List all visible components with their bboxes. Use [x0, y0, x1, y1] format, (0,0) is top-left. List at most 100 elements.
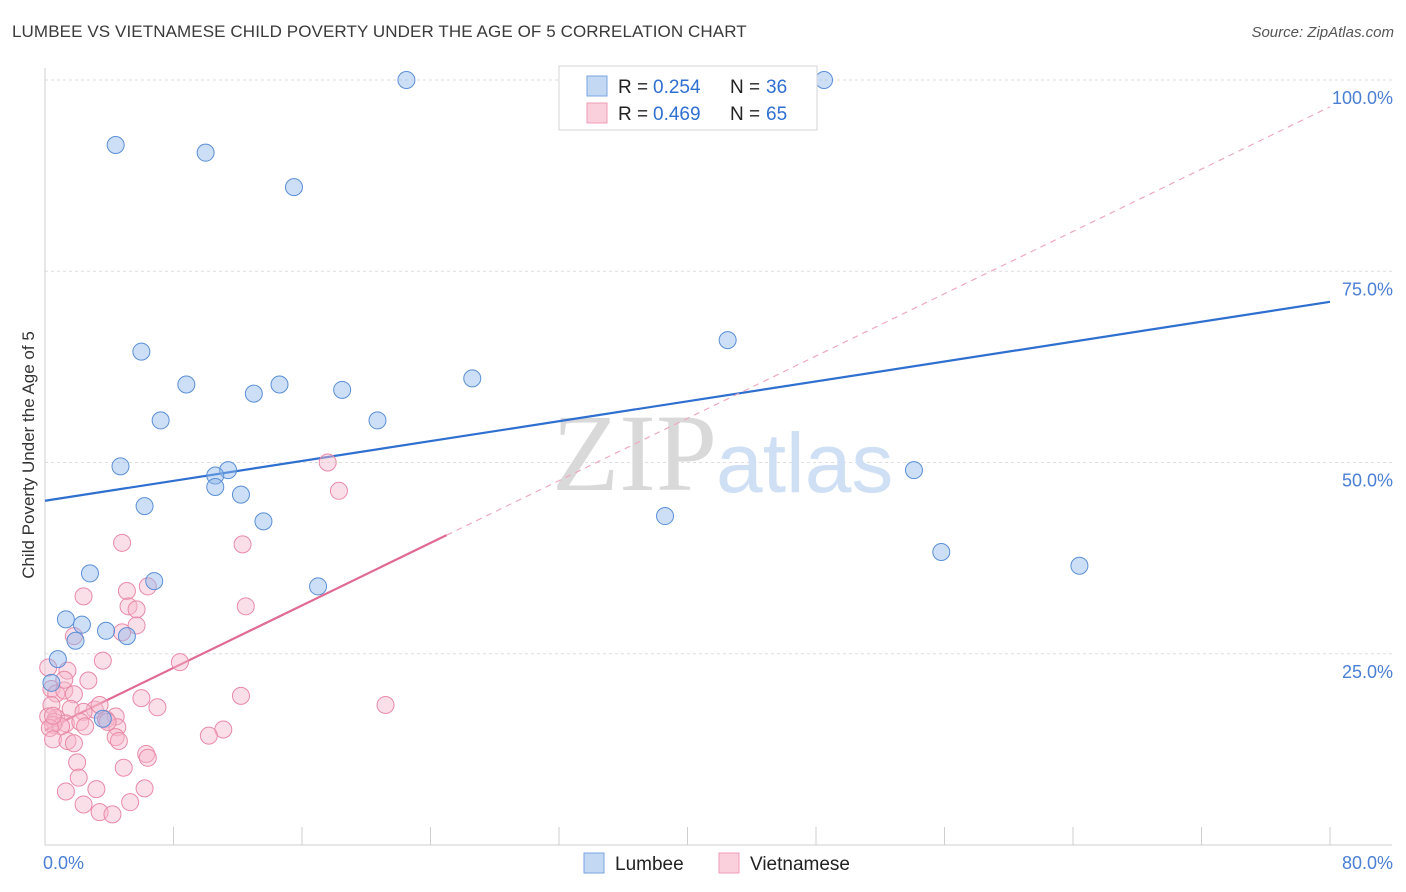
point-vietnamese-42: [76, 717, 95, 736]
point-lumbee-22: [904, 461, 923, 480]
point-vietnamese-7: [236, 597, 255, 616]
point-lumbee-12: [151, 411, 170, 430]
y-tick-label-0: 25.0%: [1342, 662, 1393, 682]
trend-lines: [44, 106, 1331, 732]
y-tick-labels: 25.0% 50.0% 75.0% 100.0%: [1332, 88, 1393, 682]
point-vietnamese-63: [44, 706, 63, 725]
point-vietnamese-19: [64, 685, 83, 704]
point-vietnamese-25: [148, 698, 167, 717]
point-lumbee-24: [1070, 556, 1089, 575]
point-vietnamese-24: [376, 696, 395, 715]
point-vietnamese-0: [318, 453, 337, 472]
point-lumbee-13: [368, 411, 387, 430]
legend-r-value-vietnamese: 0.469: [653, 104, 701, 125]
point-lumbee-19: [135, 497, 154, 516]
point-lumbee-6: [718, 331, 737, 350]
point-vietnamese-52: [114, 758, 133, 777]
point-vietnamese-48: [64, 734, 83, 753]
legend-swatch-lumbee: [586, 75, 608, 97]
legend-swatch-vietnamese: [586, 102, 608, 124]
point-vietnamese-3: [233, 535, 252, 554]
point-vietnamese-55: [87, 780, 106, 799]
watermark-atlas: atlas: [716, 416, 893, 510]
point-lumbee-17: [206, 477, 225, 496]
y-axis-label: Child Poverty Under the Age of 5: [19, 331, 38, 579]
point-lumbee-9: [244, 384, 263, 403]
point-lumbee-5: [132, 342, 151, 361]
series-legend: Lumbee Vietnamese: [583, 852, 850, 875]
point-vietnamese-54: [69, 768, 88, 787]
legend-r-value-lumbee: 0.254: [653, 77, 701, 98]
bottom-legend-swatch-lumbee: [583, 852, 605, 874]
point-vietnamese-20: [79, 671, 98, 690]
point-vietnamese-30: [74, 702, 93, 721]
point-vietnamese-49: [109, 731, 128, 750]
bottom-legend-label-lumbee: Lumbee: [615, 854, 684, 875]
point-lumbee-20: [254, 512, 273, 531]
legend-r-label-lumbee: R =: [618, 77, 648, 98]
point-lumbee-2: [106, 136, 125, 155]
point-lumbee-18: [231, 485, 250, 504]
watermark-zip: ZIP: [552, 392, 717, 514]
point-vietnamese-9: [127, 600, 146, 619]
point-lumbee-3: [196, 143, 215, 162]
point-lumbee-7: [177, 375, 196, 394]
point-lumbee-35: [93, 709, 112, 728]
point-lumbee-15: [111, 457, 130, 476]
point-vietnamese-2: [113, 533, 132, 552]
point-lumbee-26: [80, 564, 99, 583]
point-vietnamese-59: [121, 793, 140, 812]
point-vietnamese-5: [117, 582, 136, 601]
point-vietnamese-61: [103, 805, 122, 824]
point-lumbee-8: [270, 375, 289, 394]
point-lumbee-11: [463, 369, 482, 388]
point-lumbee-32: [66, 631, 85, 650]
point-lumbee-27: [145, 572, 164, 591]
legend-n-value-vietnamese: 65: [766, 104, 787, 125]
point-lumbee-1: [815, 71, 834, 89]
source-label: Source: ZipAtlas.com: [1251, 24, 1394, 41]
grid-lines: [45, 79, 1392, 655]
point-vietnamese-4: [74, 587, 93, 606]
point-lumbee-29: [72, 615, 91, 634]
trend-line-vietnamese-extension: [446, 106, 1331, 536]
point-vietnamese-13: [170, 653, 189, 672]
legend-n-label-vietnamese: N =: [730, 104, 760, 125]
trend-line-vietnamese: [44, 534, 448, 732]
point-vietnamese-1: [329, 481, 348, 500]
point-lumbee-31: [117, 627, 136, 646]
legend-n-value-lumbee: 36: [766, 77, 787, 98]
point-lumbee-25: [309, 577, 328, 596]
point-vietnamese-51: [138, 748, 157, 767]
bottom-legend-swatch-vietnamese: [718, 852, 740, 874]
point-lumbee-30: [97, 621, 116, 640]
point-vietnamese-34: [45, 712, 64, 731]
point-vietnamese-14: [93, 651, 112, 670]
point-lumbee-4: [284, 178, 303, 197]
point-lumbee-10: [333, 380, 352, 399]
point-vietnamese-53: [68, 753, 87, 772]
point-vietnamese-64: [98, 712, 117, 731]
y-tick-label-3: 100.0%: [1332, 88, 1393, 108]
legend-n-label-lumbee: N =: [730, 77, 760, 98]
correlation-legend: R = 0.254 N = 36 R = 0.469 N = 65: [558, 65, 818, 131]
y-tick-label-2: 75.0%: [1342, 279, 1393, 299]
point-vietnamese-44: [199, 726, 218, 745]
point-vietnamese-23: [231, 686, 250, 705]
chart-title: LUMBEE VS VIETNAMESE CHILD POVERTY UNDER…: [12, 22, 747, 41]
point-lumbee-33: [48, 650, 67, 669]
legend-r-label-vietnamese: R =: [618, 104, 648, 125]
point-lumbee-21: [656, 507, 675, 526]
point-lumbee-0: [397, 71, 416, 89]
x-tick-label-min: 0.0%: [43, 853, 84, 873]
point-vietnamese-22: [132, 689, 151, 708]
data-points: [39, 71, 1089, 824]
point-lumbee-23: [932, 543, 951, 562]
point-vietnamese-56: [56, 782, 75, 801]
point-lumbee-28: [56, 610, 75, 629]
point-vietnamese-57: [135, 779, 154, 798]
y-tick-label-1: 50.0%: [1342, 471, 1393, 491]
point-vietnamese-58: [74, 795, 93, 814]
x-tick-labels: 0.0% 80.0%: [43, 853, 1393, 873]
